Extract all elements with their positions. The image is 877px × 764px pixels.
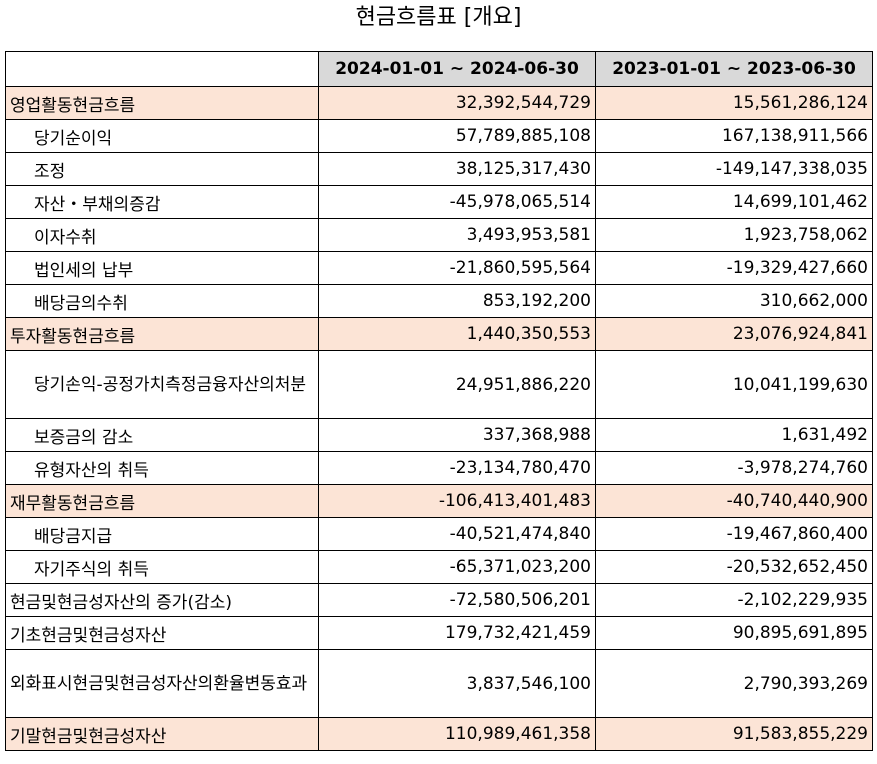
value-2024: 3,493,953,581 [318,218,596,252]
value-2024: -45,978,065,514 [318,185,596,219]
table-row: 외화표시현금및현금성자산의환율변동효과 3,837,546,100 2,790,39… [5,649,873,718]
value-2024: 32,392,544,729 [318,86,596,120]
value-2024: 179,732,421,459 [318,616,596,650]
row-label: 배당금의수취 [5,284,319,318]
table-row: 재무활동현금흐름 -106,413,401,483 -40,740,440,900 [5,484,873,518]
header-blank-cell [5,51,319,87]
table-row: 자산・부채의증감 -45,978,065,514 14,699,101,462 [5,185,873,219]
value-2023: 2,790,393,269 [595,649,873,718]
value-2024: -72,580,506,201 [318,583,596,617]
value-2023: 90,895,691,895 [595,616,873,650]
value-2023: 1,631,492 [595,418,873,452]
value-2023: -40,740,440,900 [595,484,873,518]
table-row: 영업활동현금흐름 32,392,544,729 15,561,286,124 [5,86,873,120]
table-row: 기초현금및현금성자산 179,732,421,459 90,895,691,895 [5,616,873,650]
value-2024: -40,521,474,840 [318,517,596,551]
value-2024: 3,837,546,100 [318,649,596,718]
value-2023: -2,102,229,935 [595,583,873,617]
value-2023: -20,532,652,450 [595,550,873,584]
page-title: 현금흐름표 [개요] [355,5,522,30]
row-label: 이자수취 [5,218,319,252]
value-2024: -23,134,780,470 [318,451,596,485]
row-label: 당기순이익 [5,119,319,153]
table-row: 이자수취 3,493,953,581 1,923,758,062 [5,218,873,252]
row-label: 기초현금및현금성자산 [5,616,319,650]
header-period-2023: 2023-01-01 ~ 2023-06-30 [595,51,873,87]
value-2024: 38,125,317,430 [318,152,596,186]
row-label: 조정 [5,152,319,186]
value-2023: 23,076,924,841 [595,317,873,351]
table-row: 배당금의수취 853,192,200 310,662,000 [5,284,873,318]
row-label: 투자활동현금흐름 [5,317,319,351]
value-2023: 91,583,855,229 [595,717,873,751]
value-2024: -65,371,023,200 [318,550,596,584]
table-row: 투자활동현금흐름 1,440,350,553 23,076,924,841 [5,317,873,351]
value-2023: 10,041,199,630 [595,350,873,419]
value-2023: -149,147,338,035 [595,152,873,186]
value-2023: -3,978,274,760 [595,451,873,485]
row-label: 유형자산의 취득 [5,451,319,485]
table-body: 영업활동현금흐름 32,392,544,729 15,561,286,124 당기순이… [5,86,873,751]
value-2023: 167,138,911,566 [595,119,873,153]
row-label: 당기손익-공정가치측정금융자산의처분 [5,350,319,419]
header-row: 2024-01-01 ~ 2024-06-30 2023-01-01 ~ 202… [5,51,873,87]
value-2023: -19,329,427,660 [595,251,873,285]
row-label: 기말현금및현금성자산 [5,717,319,751]
value-2023: 14,699,101,462 [595,185,873,219]
row-label: 법인세의 납부 [5,251,319,285]
table-row: 기말현금및현금성자산 110,989,461,358 91,583,855,229 [5,717,873,751]
header-period-2024: 2024-01-01 ~ 2024-06-30 [318,51,596,87]
row-label: 외화표시현금및현금성자산의환율변동효과 [5,649,319,718]
value-2024: 1,440,350,553 [318,317,596,351]
table-row: 배당금지급 -40,521,474,840 -19,467,860,400 [5,517,873,551]
table-row: 유형자산의 취득 -23,134,780,470 -3,978,274,760 [5,451,873,485]
row-label: 배당금지급 [5,517,319,551]
value-2023: 310,662,000 [595,284,873,318]
table-row: 법인세의 납부 -21,860,595,564 -19,329,427,660 [5,251,873,285]
value-2023: 1,923,758,062 [595,218,873,252]
value-2024: 57,789,885,108 [318,119,596,153]
table-row: 당기순이익 57,789,885,108 167,138,911,566 [5,119,873,153]
value-2024: 337,368,988 [318,418,596,452]
table-row: 조정 38,125,317,430 -149,147,338,035 [5,152,873,186]
row-label: 현금및현금성자산의 증가(감소) [5,583,319,617]
value-2023: 15,561,286,124 [595,86,873,120]
value-2024: -21,860,595,564 [318,251,596,285]
table-row: 당기손익-공정가치측정금융자산의처분 24,951,886,220 10,041,1… [5,350,873,419]
table-row: 현금및현금성자산의 증가(감소) -72,580,506,201 -2,102,22… [5,583,873,617]
value-2024: 853,192,200 [318,284,596,318]
cash-flow-table: 2024-01-01 ~ 2024-06-30 2023-01-01 ~ 202… [5,51,873,751]
row-label: 재무활동현금흐름 [5,484,319,518]
row-label: 보증금의 감소 [5,418,319,452]
value-2023: -19,467,860,400 [595,517,873,551]
row-label: 자기주식의 취득 [5,550,319,584]
table-row: 자기주식의 취득 -65,371,023,200 -20,532,652,450 [5,550,873,584]
value-2024: -106,413,401,483 [318,484,596,518]
row-label: 자산・부채의증감 [5,185,319,219]
value-2024: 24,951,886,220 [318,350,596,419]
row-label: 영업활동현금흐름 [5,86,319,120]
table-row: 보증금의 감소 337,368,988 1,631,492 [5,418,873,452]
value-2024: 110,989,461,358 [318,717,596,751]
